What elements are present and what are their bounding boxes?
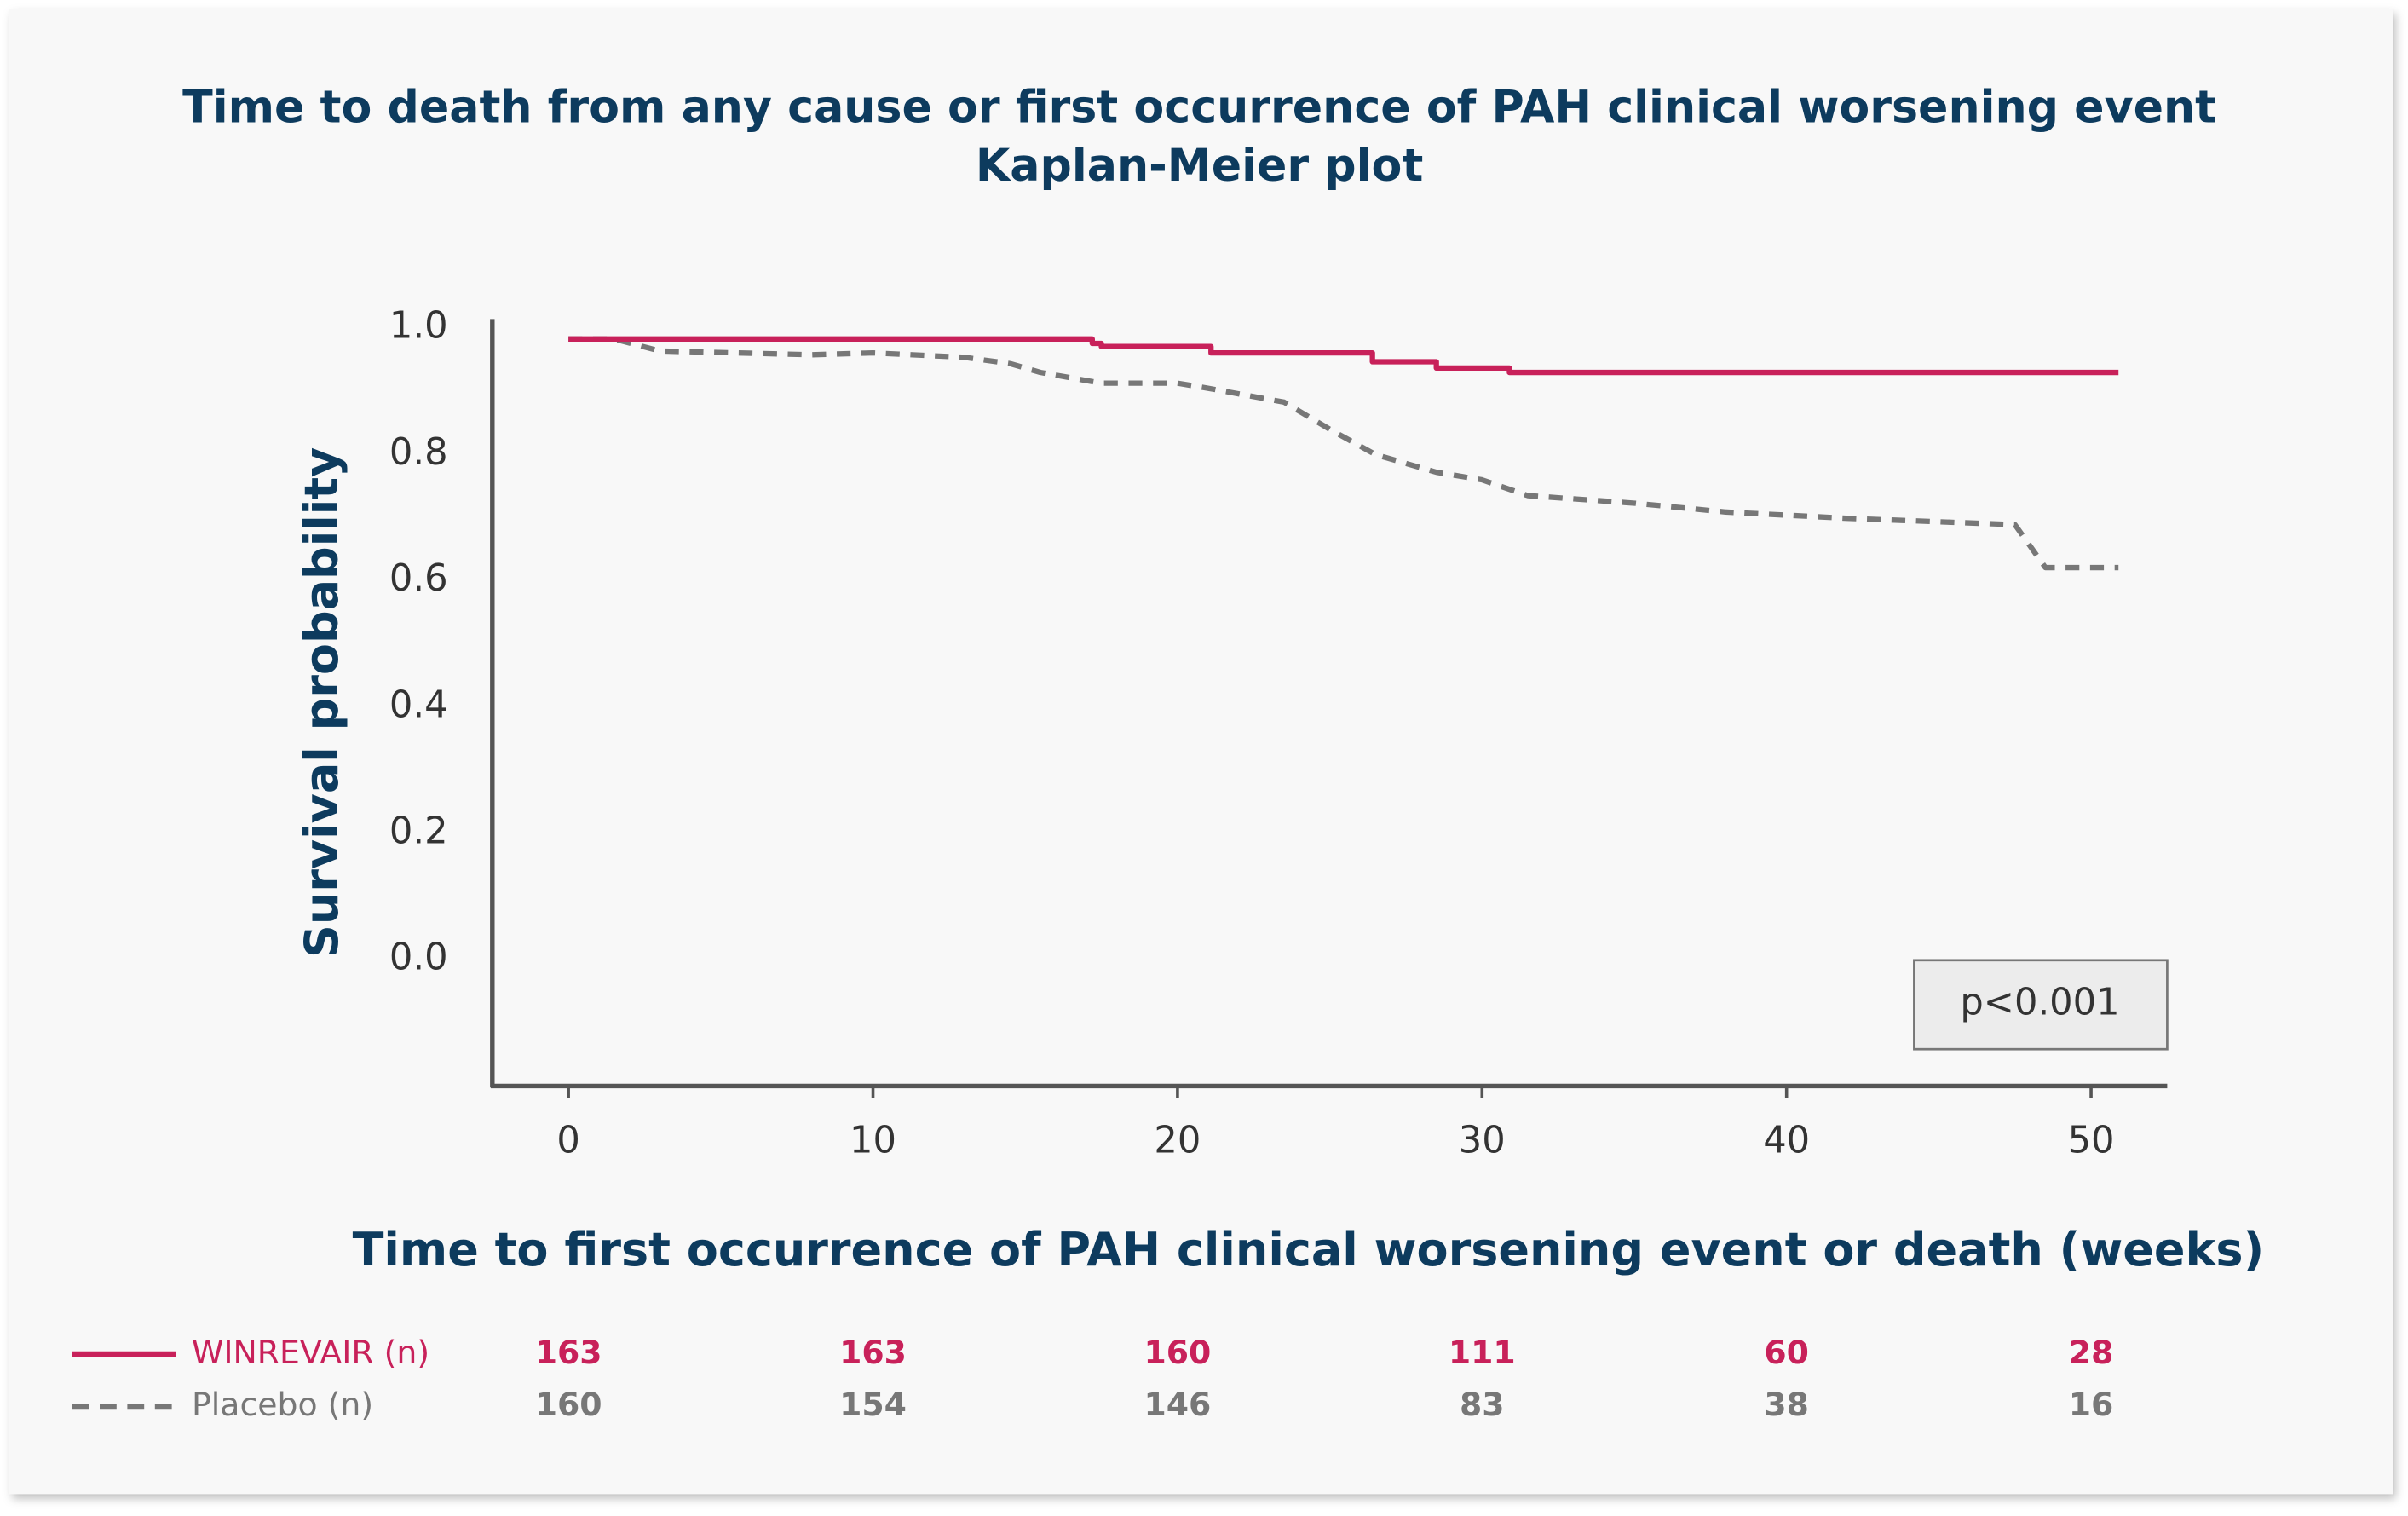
- at-risk-count: 111: [1449, 1334, 1516, 1371]
- annotation: p<0.001: [1960, 982, 2119, 1024]
- at-risk-count: 163: [535, 1334, 602, 1371]
- x-tick-label: 50: [2068, 1120, 2115, 1162]
- y-tick-label: 0.6: [389, 557, 448, 600]
- at-risk-count: 60: [1764, 1334, 1809, 1371]
- x-tick-label: 20: [1154, 1120, 1201, 1162]
- x-tick-label: 10: [850, 1120, 896, 1162]
- at-risk-count: 28: [2069, 1334, 2114, 1371]
- x-tick-label: 30: [1459, 1120, 1506, 1162]
- legend-label: Placebo (n): [192, 1386, 373, 1423]
- y-tick-label: 0.0: [389, 937, 448, 979]
- card: [9, 9, 2393, 1495]
- survival-curve: [568, 336, 2119, 376]
- chart-title: Time to death from any cause or first oc…: [182, 83, 2216, 134]
- x-tick-label: 40: [1763, 1120, 1810, 1162]
- chart-subtitle: Kaplan-Meier plot: [976, 141, 1424, 192]
- y-tick-label: 0.8: [389, 431, 448, 474]
- at-risk-count: 146: [1144, 1386, 1211, 1423]
- at-risk-count: 83: [1460, 1386, 1505, 1423]
- y-tick-label: 1.0: [389, 305, 448, 348]
- annotation-box: [1913, 959, 2169, 1051]
- x-axis-title: Time to first occurrence of PAH clinical…: [353, 1223, 2265, 1277]
- legend-label: WINREVAIR (n): [192, 1334, 429, 1371]
- y-tick-label: 0.4: [389, 683, 448, 726]
- at-risk-count: 38: [1764, 1386, 1809, 1423]
- at-risk-count: 154: [839, 1386, 907, 1423]
- at-risk-count: 160: [1144, 1334, 1211, 1371]
- at-risk-count: 160: [535, 1386, 602, 1423]
- survival-curve: [568, 336, 2119, 571]
- x-tick-label: 0: [556, 1120, 579, 1162]
- y-tick-label: 0.2: [389, 810, 448, 853]
- at-risk-count: 163: [839, 1334, 907, 1371]
- y-axis-title: Survival probability: [295, 447, 349, 958]
- at-risk-count: 16: [2069, 1386, 2114, 1423]
